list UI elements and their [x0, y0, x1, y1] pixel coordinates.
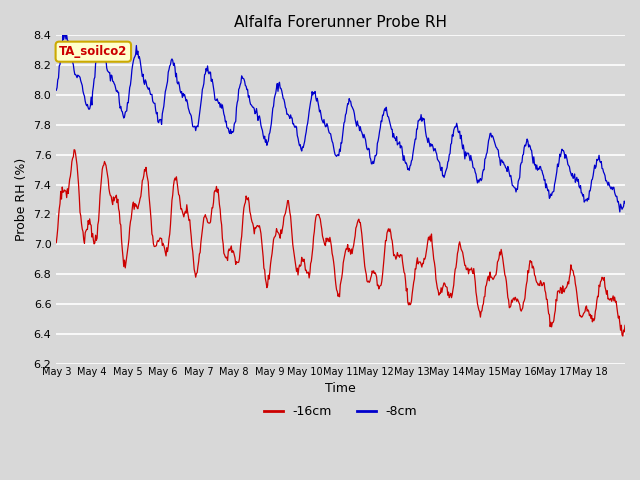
- Legend: -16cm, -8cm: -16cm, -8cm: [259, 400, 422, 423]
- -8cm: [225, 125, 232, 131]
- -16cm: [619, 333, 627, 339]
- -16cm: [52, 240, 60, 245]
- -8cm: [621, 200, 629, 206]
- Title: Alfalfa Forerunner Probe RH: Alfalfa Forerunner Probe RH: [234, 15, 447, 30]
- -8cm: [400, 153, 408, 159]
- -8cm: [616, 209, 623, 215]
- -16cm: [70, 147, 78, 153]
- -16cm: [400, 269, 408, 275]
- -8cm: [61, 30, 69, 36]
- -8cm: [432, 149, 440, 155]
- Text: TA_soilco2: TA_soilco2: [59, 45, 127, 58]
- -16cm: [253, 224, 260, 229]
- -16cm: [432, 276, 440, 282]
- -16cm: [225, 248, 232, 254]
- -8cm: [274, 88, 282, 94]
- Y-axis label: Probe RH (%): Probe RH (%): [15, 158, 28, 241]
- -8cm: [52, 87, 60, 93]
- -8cm: [120, 115, 127, 121]
- X-axis label: Time: Time: [325, 382, 356, 395]
- -16cm: [621, 323, 629, 328]
- -16cm: [274, 229, 282, 235]
- -16cm: [120, 264, 127, 269]
- Line: -8cm: -8cm: [56, 33, 625, 212]
- Line: -16cm: -16cm: [56, 150, 625, 336]
- -8cm: [253, 106, 260, 111]
